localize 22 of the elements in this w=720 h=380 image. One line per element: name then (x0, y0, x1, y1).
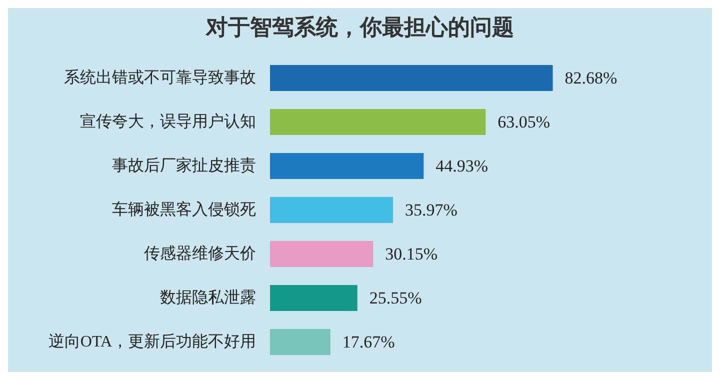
data-label: 30.15% (385, 244, 438, 264)
y-tick-label: 事故后厂家扯皮推责 (112, 156, 256, 174)
bar (270, 329, 330, 355)
data-label: 35.97% (405, 200, 458, 220)
y-tick-label: 车辆被黑客入侵锁死 (112, 200, 256, 218)
data-label: 44.93% (436, 156, 488, 176)
y-tick-label: 逆向OTA，更新后功能不好用 (48, 332, 256, 350)
data-label: 82.68% (564, 68, 618, 88)
data-label: 25.55% (369, 288, 422, 308)
y-tick-label: 系统出错或不可靠导致事故 (64, 68, 256, 86)
data-label: 63.05% (498, 112, 550, 132)
y-tick-label: 传感器维修天价 (144, 244, 256, 262)
data-label: 17.67% (342, 332, 395, 352)
bar (270, 197, 394, 223)
bar (270, 153, 424, 179)
chart-title: 对于智驾系统，你最担心的问题 (205, 14, 514, 40)
bar (270, 241, 374, 267)
bar (270, 65, 553, 91)
bar (270, 109, 486, 135)
y-tick-label: 数据隐私泄露 (160, 288, 256, 306)
bar (270, 285, 358, 311)
y-tick-label: 宣传夸大，误导用户认知 (80, 112, 256, 130)
